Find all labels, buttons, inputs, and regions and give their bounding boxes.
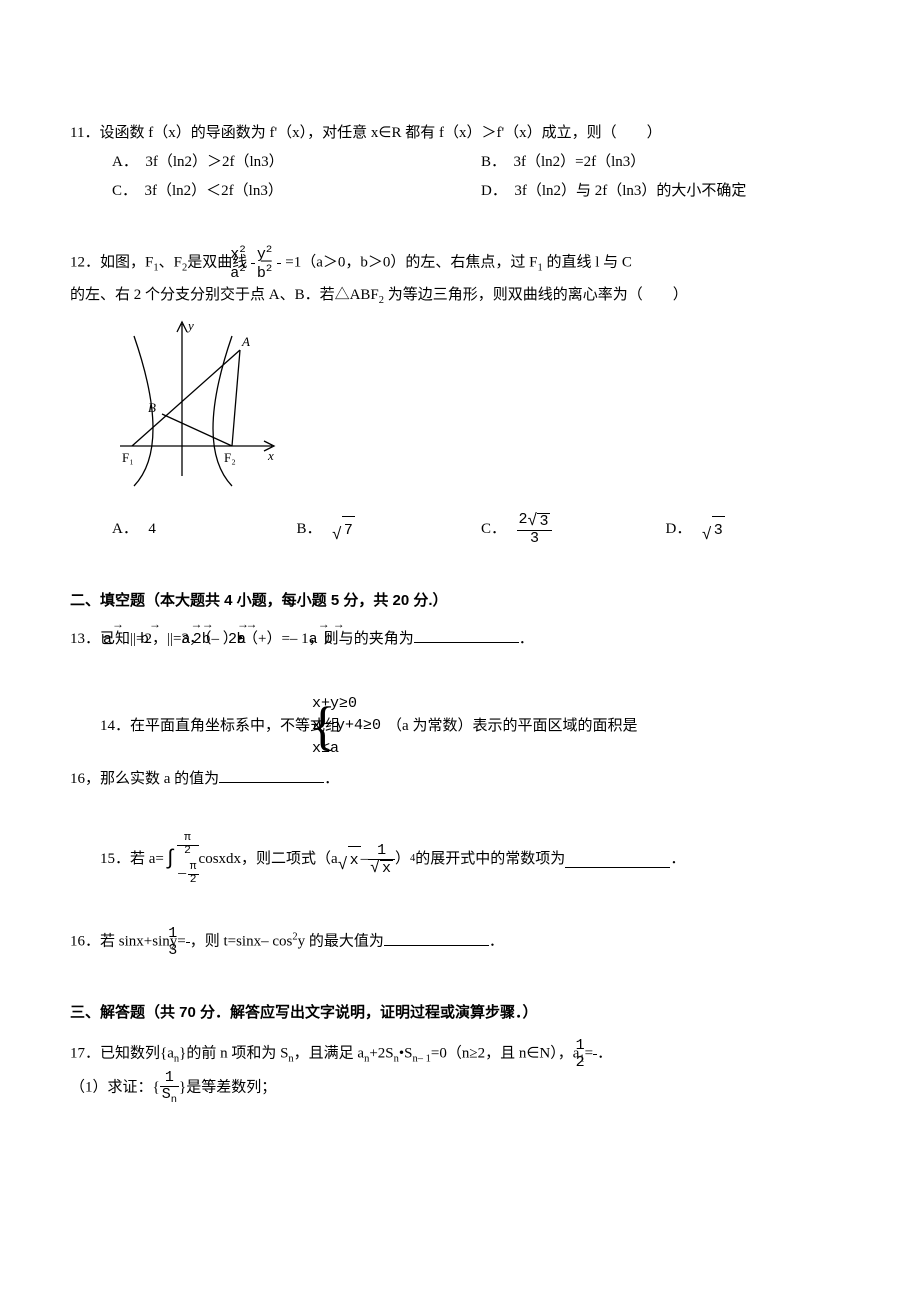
section-2-title: 二、填空题（本大题共 4 小题，每小题 5 分，共 20 分.） <box>70 587 850 614</box>
svg-text:x: x <box>267 448 274 463</box>
question-13: 13．已知|a|=2，|b|=3，（a– 2b）•（2a+b）=– 1，则a与b… <box>70 626 850 653</box>
q12-num: 12． <box>70 255 100 271</box>
question-16: 16．若 sinx+siny=13，则 t=sinx– cos2y 的最大值为． <box>70 926 850 959</box>
svg-text:A: A <box>241 334 250 349</box>
q12-optB: B． √7 <box>297 516 482 544</box>
q14-num: 14． <box>100 718 130 734</box>
q12-optD: D． √3 <box>666 516 851 544</box>
question-14-cont: 16，那么实数 a 的值为． <box>70 766 850 793</box>
blank <box>219 767 324 783</box>
svg-text:F₁: F₁ <box>122 450 134 465</box>
q15-num: 15． <box>100 851 130 867</box>
q11-optC: C． 3f（ln2）＜2f（ln3） <box>112 178 481 205</box>
hyperbola-figure: y x F₁ F₂ A B <box>112 316 280 496</box>
question-14: 14．在平面直角坐标系中，不等式组 { x+y≥0 x－y+4≥0 x≤a （a… <box>70 693 850 761</box>
q11-optA: A． 3f（ln2）＞2f（ln3） <box>112 149 481 176</box>
q11-num: 11． <box>70 125 99 141</box>
q11-text: 设函数 f（x）的导函数为 f'（x），对任意 x∈R 都有 f（x）＞f'（x… <box>99 125 661 141</box>
q12-optA: A．4 <box>112 516 297 543</box>
q11-optB: B． 3f（ln2）=2f（ln3） <box>481 149 850 176</box>
q12-optC: C． 2√3 3 <box>481 512 666 546</box>
q16-num: 16． <box>70 934 100 950</box>
q13-num: 13． <box>70 631 100 647</box>
q12-frac2: y2 b2 <box>277 245 281 282</box>
q12-stem-line1: 12．如图，F1、F2是双曲线 x2 a2 － y2 b2 =1（a＞0，b＞0… <box>70 245 850 282</box>
question-11: 11．设函数 f（x）的导函数为 f'（x），对任意 x∈R 都有 f（x）＞f… <box>70 120 850 205</box>
svg-text:F₂: F₂ <box>224 450 236 465</box>
q12-options: A．4 B． √7 C． 2√3 3 D． √3 <box>70 512 850 546</box>
q11-optD: D． 3f（ln2）与 2f（ln3）的大小不确定 <box>481 178 850 205</box>
blank <box>414 627 519 643</box>
q11-options-row1: A． 3f（ln2）＞2f（ln3） B． 3f（ln2）=2f（ln3） <box>70 149 850 176</box>
section-3-title: 三、解答题（共 70 分．解答应写出文字说明，证明过程或演算步骤．） <box>70 999 850 1026</box>
q12-stem-line2: 的左、右 2 个分支分别交于点 A、B．若△ABF2 为等边三角形，则双曲线的离… <box>70 282 850 311</box>
q11-options-row2: C． 3f（ln2）＜2f（ln3） D． 3f（ln2）与 2f（ln3）的大… <box>70 178 850 205</box>
q12-graph: y x F₁ F₂ A B <box>70 316 850 506</box>
blank <box>565 852 670 868</box>
question-15: 15．若 a= ∫ π2 －π2 cosxdx，则二项式（a √x – 1 √x… <box>70 833 850 886</box>
q17-num: 17． <box>70 1046 100 1062</box>
q12-frac1: x2 a2 <box>251 245 255 282</box>
q17-part1: （1）求证：{1Sn}是等差数列； <box>70 1070 850 1106</box>
q14-system: { x+y≥0 x－y+4≥0 x≤a <box>340 693 387 761</box>
page: 11．设函数 f（x）的导函数为 f'（x），对任意 x∈R 都有 f（x）＞f… <box>0 0 920 1206</box>
question-17: 17．已知数列{an}的前 n 项和为 Sn，且满足 an+2Sn•Sn– 1=… <box>70 1038 850 1106</box>
svg-text:y: y <box>186 318 194 333</box>
q11-stem: 11．设函数 f（x）的导函数为 f'（x），对任意 x∈R 都有 f（x）＞f… <box>70 120 850 147</box>
question-12: 12．如图，F1、F2是双曲线 x2 a2 － y2 b2 =1（a＞0，b＞0… <box>70 245 850 547</box>
blank <box>384 930 489 946</box>
svg-text:B: B <box>148 400 156 415</box>
